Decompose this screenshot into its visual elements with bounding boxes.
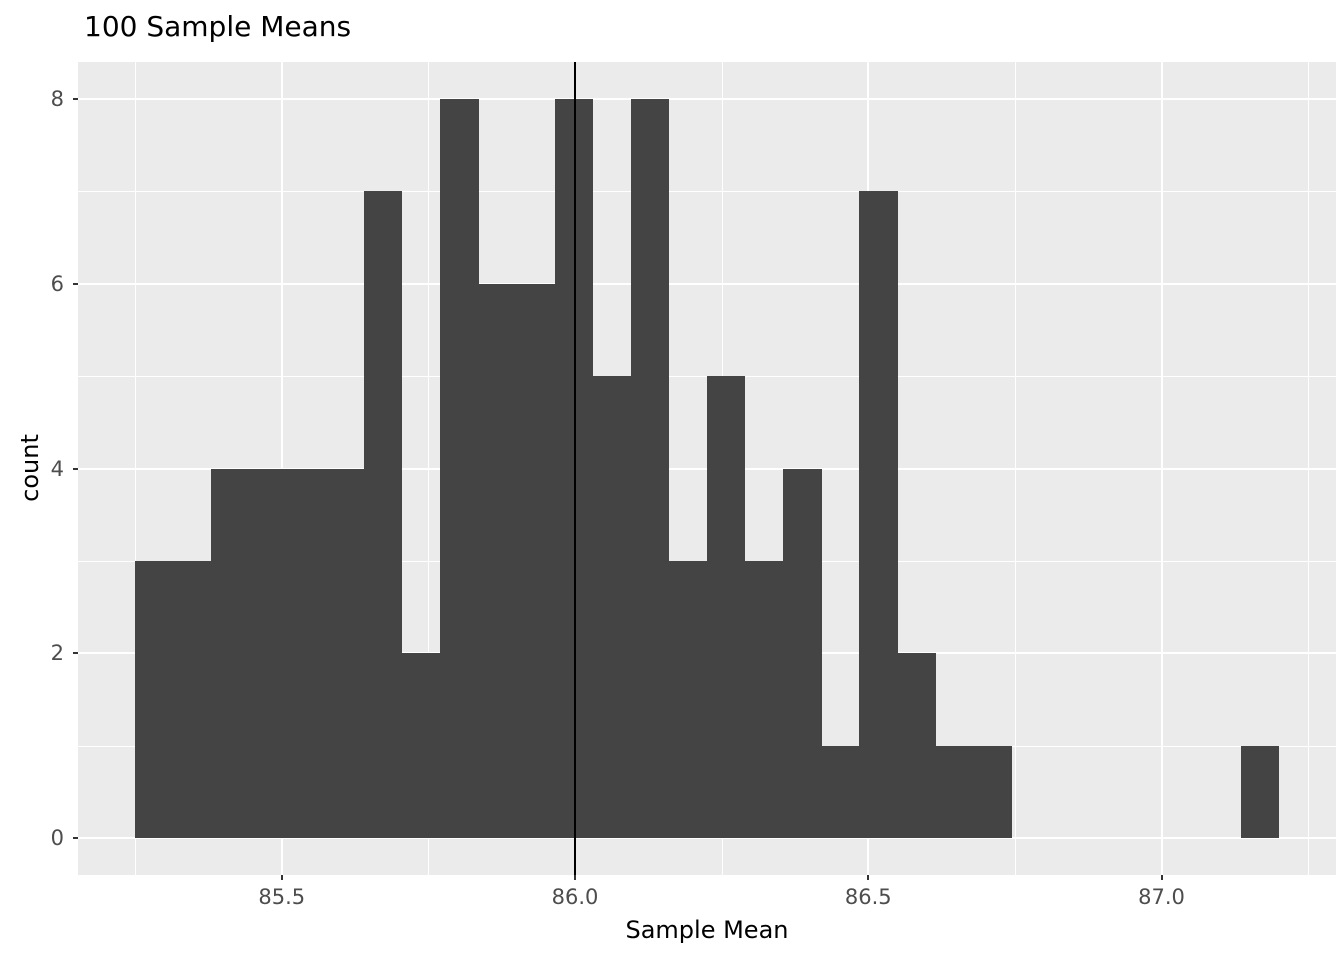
histogram-bar <box>554 98 593 839</box>
histogram-bar <box>363 191 403 839</box>
x-axis: 85.5 86.0 86.5 87.0 <box>78 875 1336 935</box>
x-tick-mark <box>574 875 577 880</box>
x-tick-label: 87.0 <box>1138 885 1185 909</box>
y-tick-mark <box>73 467 78 470</box>
y-tick-label: 8 <box>50 86 64 111</box>
x-tick-mark <box>867 875 870 880</box>
histogram-bar <box>935 745 975 839</box>
histogram-bar <box>402 653 441 839</box>
x-tick-label: 85.5 <box>258 885 306 909</box>
y-axis-title: count <box>16 434 44 502</box>
histogram-bar <box>859 191 898 839</box>
histogram-bar <box>325 468 365 839</box>
histogram-bar <box>630 98 670 839</box>
histogram-bar <box>440 98 479 839</box>
histogram-bar <box>287 468 327 839</box>
mean-reference-line <box>574 62 577 875</box>
y-tick-label: 0 <box>50 826 64 851</box>
y-tick-mark <box>73 837 78 840</box>
histogram-bar <box>897 653 936 839</box>
x-axis-title: Sample Mean <box>625 916 789 944</box>
y-tick-mark <box>73 282 78 285</box>
x-tick-label: 86.0 <box>551 885 599 909</box>
histogram-bar <box>249 468 288 839</box>
histogram-bar <box>821 745 860 839</box>
x-tick-label: 86.5 <box>844 885 892 909</box>
histogram-bar <box>211 468 250 839</box>
histogram-bar <box>973 745 1013 839</box>
x-tick-mark <box>1160 875 1163 880</box>
y-minor-gridline <box>78 191 1336 193</box>
y-tick-label: 2 <box>50 641 64 666</box>
y-tick-mark <box>73 97 78 100</box>
y-tick-label: 4 <box>50 456 64 481</box>
y-major-gridline <box>78 97 1336 100</box>
histogram-bar <box>783 468 822 839</box>
histogram-bar <box>745 560 784 839</box>
histogram-bar <box>478 283 517 839</box>
y-major-gridline <box>78 837 1336 840</box>
histogram-bar <box>135 560 174 839</box>
chart-title: 100 Sample Means <box>84 10 352 43</box>
plot-panel <box>78 62 1336 875</box>
x-tick-mark <box>280 875 283 880</box>
histogram-bar <box>1240 745 1280 839</box>
y-major-gridline <box>78 282 1336 285</box>
y-tick-mark <box>73 652 78 655</box>
histogram-bar <box>516 283 555 839</box>
histogram-bar <box>668 560 708 839</box>
histogram-bar <box>173 560 212 839</box>
y-tick-label: 6 <box>50 271 64 296</box>
y-axis: 0 2 4 6 8 <box>0 62 78 875</box>
histogram-bar <box>592 376 631 839</box>
histogram-bar <box>707 376 746 839</box>
